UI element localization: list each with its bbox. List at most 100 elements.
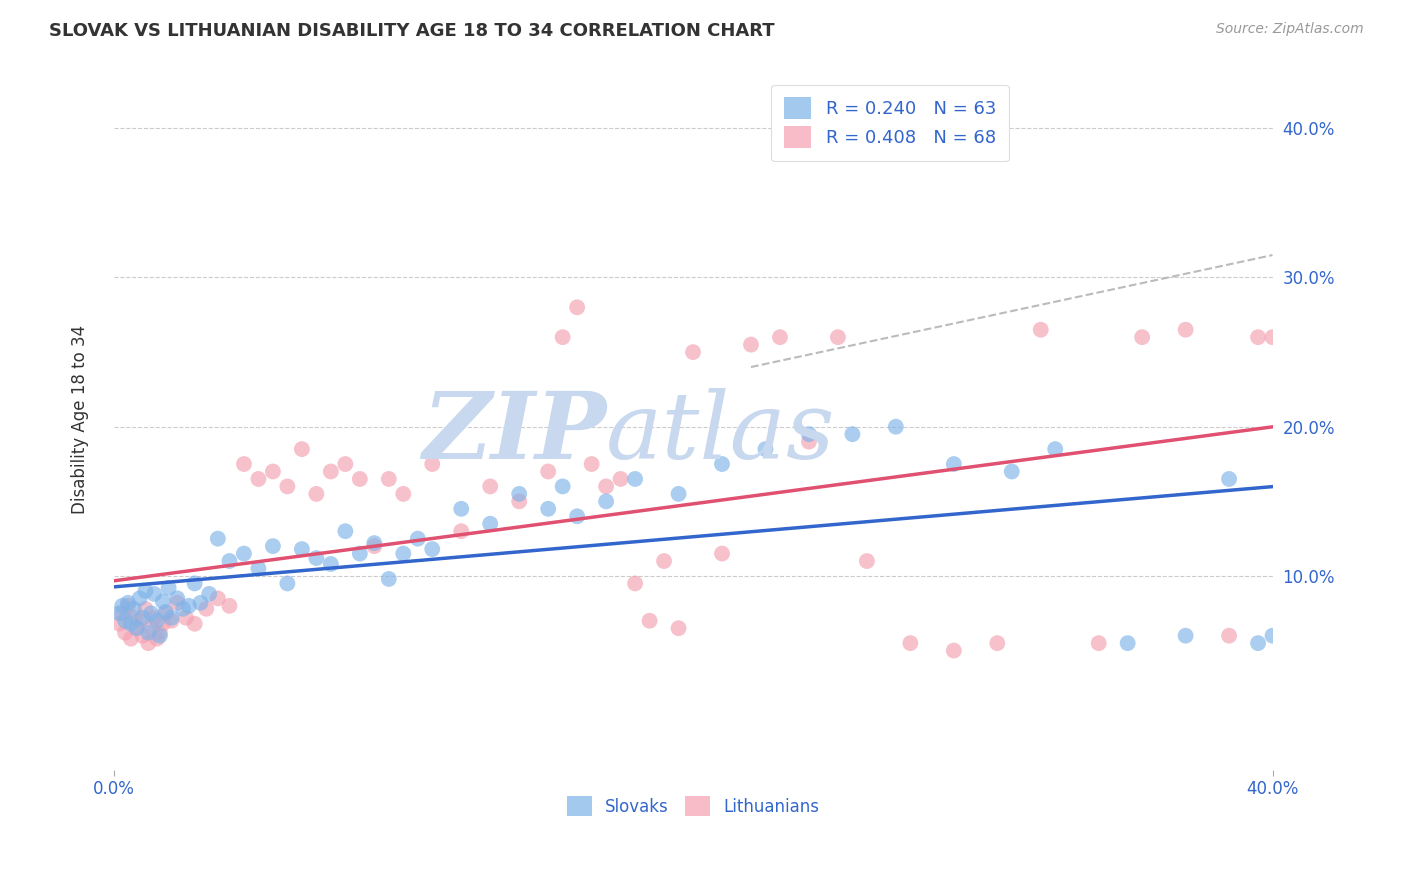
Point — [149, 625, 172, 640]
Point — [349, 547, 371, 561]
Point — [1218, 629, 1240, 643]
Point — [160, 611, 183, 625]
Point — [262, 539, 284, 553]
Point — [652, 554, 675, 568]
Point — [143, 611, 166, 625]
Point — [420, 457, 443, 471]
Point — [160, 614, 183, 628]
Text: Source: ZipAtlas.com: Source: ZipAtlas.com — [1216, 22, 1364, 37]
Point — [335, 524, 357, 539]
Point — [218, 554, 240, 568]
Point — [1174, 629, 1197, 643]
Point — [565, 509, 588, 524]
Point — [218, 599, 240, 613]
Point — [291, 442, 314, 456]
Point — [711, 547, 734, 561]
Point — [177, 599, 200, 613]
Point — [638, 614, 661, 628]
Point — [172, 602, 194, 616]
Point — [740, 337, 762, 351]
Point — [122, 602, 145, 616]
Point — [841, 427, 863, 442]
Point — [131, 611, 153, 625]
Point — [1261, 629, 1284, 643]
Point — [1275, 643, 1298, 657]
Point — [143, 587, 166, 601]
Point — [1130, 330, 1153, 344]
Point — [508, 494, 530, 508]
Legend: Slovaks, Lithuanians: Slovaks, Lithuanians — [558, 788, 828, 825]
Point — [247, 561, 270, 575]
Point — [595, 494, 617, 508]
Point — [392, 547, 415, 561]
Point — [406, 532, 429, 546]
Point — [884, 419, 907, 434]
Point — [276, 576, 298, 591]
Point — [1218, 472, 1240, 486]
Point — [155, 607, 177, 621]
Point — [114, 614, 136, 628]
Point — [1045, 442, 1067, 456]
Point — [128, 614, 150, 628]
Point — [146, 632, 169, 646]
Point — [111, 607, 134, 621]
Point — [146, 614, 169, 628]
Point — [769, 330, 792, 344]
Point — [335, 457, 357, 471]
Point — [120, 616, 142, 631]
Point — [1116, 636, 1139, 650]
Point — [363, 539, 385, 553]
Point — [174, 611, 197, 625]
Point — [565, 301, 588, 315]
Text: atlas: atlas — [606, 388, 835, 478]
Point — [122, 611, 145, 625]
Point — [479, 479, 502, 493]
Point — [291, 542, 314, 557]
Point — [986, 636, 1008, 650]
Point — [827, 330, 849, 344]
Point — [856, 554, 879, 568]
Point — [1247, 636, 1270, 650]
Point — [609, 472, 631, 486]
Point — [898, 636, 921, 650]
Point — [942, 643, 965, 657]
Point — [276, 479, 298, 493]
Point — [624, 576, 647, 591]
Point — [797, 427, 820, 442]
Point — [1001, 465, 1024, 479]
Point — [754, 442, 776, 456]
Point — [711, 457, 734, 471]
Point — [378, 572, 401, 586]
Point — [479, 516, 502, 531]
Point — [207, 532, 229, 546]
Point — [1247, 330, 1270, 344]
Point — [349, 472, 371, 486]
Point — [207, 591, 229, 606]
Text: ZIP: ZIP — [422, 388, 606, 478]
Point — [682, 345, 704, 359]
Point — [117, 599, 139, 613]
Point — [1029, 323, 1052, 337]
Point — [551, 330, 574, 344]
Point — [108, 616, 131, 631]
Point — [797, 434, 820, 449]
Point — [183, 576, 205, 591]
Point — [152, 594, 174, 608]
Point — [141, 607, 163, 621]
Point — [450, 501, 472, 516]
Point — [152, 616, 174, 631]
Point — [551, 479, 574, 493]
Point — [508, 487, 530, 501]
Point — [157, 581, 180, 595]
Point — [125, 621, 148, 635]
Point — [668, 487, 690, 501]
Point — [1261, 330, 1284, 344]
Point — [190, 596, 212, 610]
Point — [319, 465, 342, 479]
Point — [1087, 636, 1109, 650]
Point — [378, 472, 401, 486]
Point — [195, 602, 218, 616]
Point — [134, 602, 156, 616]
Point — [232, 457, 254, 471]
Point — [668, 621, 690, 635]
